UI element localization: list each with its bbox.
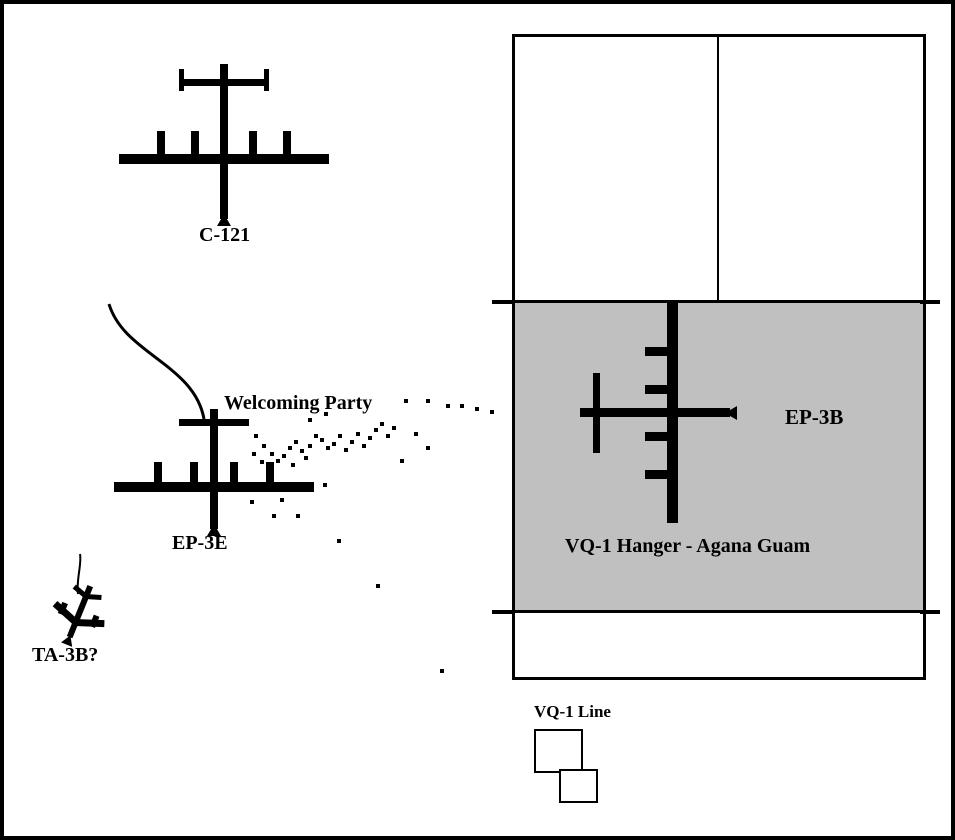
dot xyxy=(392,426,396,430)
vq1-line-box-2 xyxy=(559,769,598,803)
dot xyxy=(446,404,450,408)
dot xyxy=(400,459,404,463)
dot xyxy=(475,407,479,411)
dot xyxy=(356,432,360,436)
dot xyxy=(374,428,378,432)
dot xyxy=(326,446,330,450)
dot xyxy=(270,452,274,456)
dot xyxy=(294,440,298,444)
dot xyxy=(276,459,280,463)
dot xyxy=(323,483,327,487)
dot xyxy=(252,452,256,456)
dot xyxy=(236,482,240,486)
dot xyxy=(426,446,430,450)
dot xyxy=(350,440,354,444)
dot xyxy=(376,584,380,588)
dot xyxy=(460,404,464,408)
dot xyxy=(337,539,341,543)
dot xyxy=(280,498,284,502)
dot xyxy=(291,463,295,467)
dot xyxy=(404,399,408,403)
dot xyxy=(282,454,286,458)
dot xyxy=(386,434,390,438)
dot xyxy=(368,436,372,440)
dot xyxy=(414,432,418,436)
dot xyxy=(270,468,274,472)
dot xyxy=(338,434,342,438)
dot xyxy=(324,412,328,416)
diagram-canvas: EP-3B VQ-1 Hanger - Agana Guam C-121 Wel… xyxy=(0,0,955,840)
dot xyxy=(260,460,264,464)
dot xyxy=(254,434,258,438)
dot xyxy=(332,442,336,446)
dot xyxy=(272,514,276,518)
dot xyxy=(314,434,318,438)
dot xyxy=(262,444,266,448)
dot xyxy=(344,448,348,452)
label-vq1-line: VQ-1 Line xyxy=(534,702,611,722)
dot xyxy=(320,438,324,442)
dot xyxy=(362,444,366,448)
dot xyxy=(296,514,300,518)
dot xyxy=(300,449,304,453)
dot xyxy=(308,418,312,422)
dot xyxy=(308,444,312,448)
dot xyxy=(490,410,494,414)
vq1-line-box-1 xyxy=(534,729,583,773)
dot xyxy=(288,446,292,450)
dot xyxy=(250,500,254,504)
dot xyxy=(426,399,430,403)
dot xyxy=(380,422,384,426)
dot xyxy=(304,456,308,460)
dot xyxy=(440,669,444,673)
welcoming-party-dots xyxy=(4,4,951,836)
